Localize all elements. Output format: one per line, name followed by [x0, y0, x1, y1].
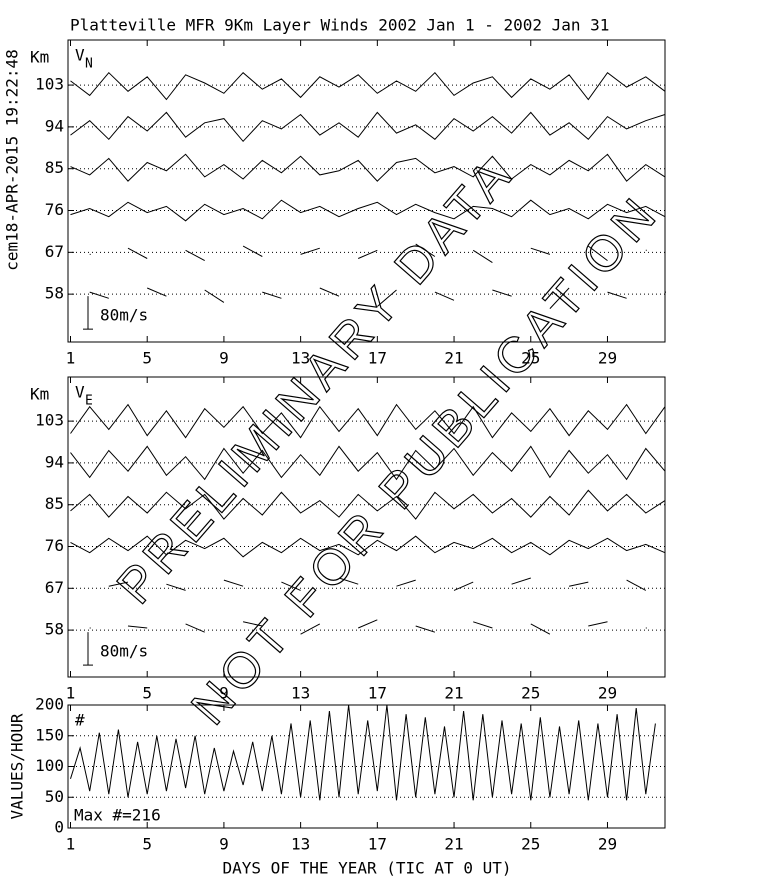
y-tick-label: 58	[45, 620, 64, 639]
y-axis-label: VALUES/HOUR	[8, 713, 27, 819]
trace	[70, 111, 666, 143]
x-tick-label: 21	[444, 835, 463, 854]
x-tick-label: 25	[521, 684, 540, 703]
panel-subscript: E	[85, 394, 93, 409]
y-tick-label: 76	[45, 536, 64, 555]
scale-bar-label: 80m/s	[100, 306, 148, 325]
plot-frame	[67, 376, 666, 678]
x-tick-label: 29	[598, 349, 617, 368]
trace	[70, 445, 666, 481]
y-unit: Km	[30, 48, 49, 67]
trace	[70, 489, 666, 520]
x-tick-label: 5	[142, 684, 152, 703]
y-tick-label: 0	[54, 818, 64, 837]
timestamp: cem18-APR-2015 19:22:48	[3, 49, 22, 271]
y-tick-label: 85	[45, 158, 64, 177]
trace	[70, 153, 666, 182]
scale-bar-label: 80m/s	[100, 642, 148, 661]
trace	[89, 243, 647, 264]
trace	[70, 704, 656, 801]
x-tick-label: 9	[219, 349, 229, 368]
x-tick-label: 9	[219, 835, 229, 854]
x-tick-label: 5	[142, 349, 152, 368]
y-tick-label: 200	[35, 695, 64, 714]
x-tick-label: 13	[291, 349, 310, 368]
x-tick-label: 13	[291, 684, 310, 703]
y-tick-label: 103	[35, 411, 64, 430]
x-tick-label: 17	[368, 349, 387, 368]
x-tick-label: 13	[291, 835, 310, 854]
x-tick-label: 21	[444, 684, 463, 703]
trace	[70, 403, 666, 439]
x-tick-label: 9	[219, 684, 229, 703]
trace	[70, 535, 666, 558]
x-tick-label: 1	[66, 835, 76, 854]
y-tick-label: 100	[35, 756, 64, 775]
x-tick-label: 1	[66, 684, 76, 703]
y-tick-label: 76	[45, 200, 64, 219]
y-tick-label: 150	[35, 725, 64, 744]
y-tick-label: 94	[45, 452, 64, 471]
y-tick-label: 103	[35, 75, 64, 94]
y-tick-label: 67	[45, 578, 64, 597]
trace	[89, 619, 647, 635]
y-unit: Km	[30, 385, 49, 404]
x-tick-label: 5	[142, 835, 152, 854]
y-tick-label: 58	[45, 284, 64, 303]
panel-note: Max #=216	[74, 806, 161, 825]
x-tick-label: 29	[598, 684, 617, 703]
x-tick-label: 25	[521, 835, 540, 854]
panel-label: V	[75, 46, 85, 65]
chart-title: Platteville MFR 9Km Layer Winds 2002 Jan…	[70, 16, 609, 35]
x-tick-label: 17	[368, 835, 387, 854]
trace	[70, 199, 666, 222]
panel-subscript: N	[85, 57, 93, 72]
x-tick-label: 25	[521, 349, 540, 368]
y-tick-label: 94	[45, 116, 64, 135]
y-tick-label: 50	[45, 787, 64, 806]
trace	[70, 71, 666, 101]
x-tick-label: 1	[66, 349, 76, 368]
plot-frame	[67, 39, 666, 343]
trace	[89, 287, 666, 309]
x-tick-label: 17	[368, 684, 387, 703]
x-tick-label: 29	[598, 835, 617, 854]
y-tick-label: 85	[45, 494, 64, 513]
x-axis-label: DAYS OF THE YEAR (TIC AT 0 UT)	[223, 859, 512, 877]
panel-label: V	[75, 383, 85, 402]
y-tick-label: 67	[45, 242, 64, 261]
x-tick-label: 21	[444, 349, 463, 368]
trace	[108, 577, 647, 591]
panel-label: #	[75, 711, 85, 730]
